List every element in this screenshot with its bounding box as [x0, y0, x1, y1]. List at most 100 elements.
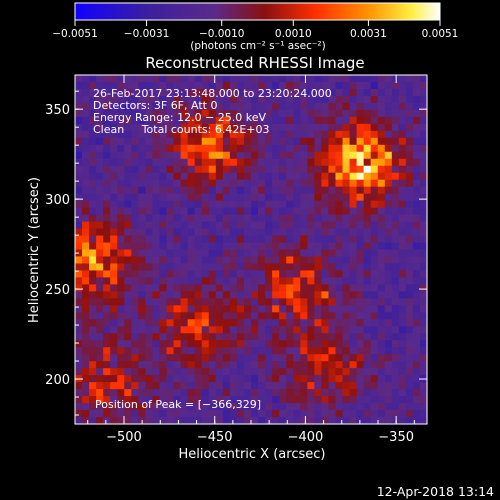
heatmap-cell	[173, 417, 182, 425]
heatmap-cell	[243, 116, 252, 125]
heatmap-cell	[384, 375, 393, 383]
heatmap-cell	[356, 312, 365, 320]
heatmap-cell	[201, 130, 210, 139]
heatmap-cell	[272, 396, 280, 404]
heatmap-cell	[222, 158, 231, 167]
heatmap-cell	[377, 277, 386, 285]
heatmap-cell	[335, 214, 344, 223]
heatmap-cell	[272, 284, 280, 292]
heatmap-cell	[222, 319, 231, 327]
heatmap-cell	[75, 207, 83, 216]
heatmap-cell	[405, 263, 414, 272]
heatmap-cell	[384, 347, 393, 355]
heatmap-cell	[321, 396, 330, 404]
heatmap-cell	[208, 200, 217, 209]
heatmap-cell	[321, 347, 330, 355]
heatmap-cell	[194, 242, 203, 251]
heatmap-cell	[187, 389, 196, 397]
heatmap-cell	[229, 354, 238, 362]
heatmap-cell	[251, 389, 259, 397]
heatmap-cell	[335, 375, 344, 383]
heatmap-cell	[110, 228, 118, 237]
heatmap-cell	[222, 368, 231, 376]
heatmap-cell	[215, 298, 224, 306]
heatmap-cell	[356, 109, 365, 118]
heatmap-cell	[229, 375, 238, 383]
heatmap-cell	[138, 396, 146, 404]
heatmap-cell	[405, 81, 414, 90]
heatmap-cell	[335, 102, 344, 111]
heatmap-cell	[110, 165, 118, 174]
heatmap-cell	[180, 319, 189, 327]
heatmap-cell	[159, 179, 168, 188]
heatmap-cell	[356, 326, 365, 334]
heatmap-cell	[152, 347, 161, 355]
heatmap-cell	[279, 382, 287, 390]
heatmap-cell	[349, 158, 358, 167]
heatmap-cell	[377, 151, 386, 160]
heatmap-cell	[187, 179, 196, 188]
heatmap-cell	[110, 214, 118, 223]
heatmap-cell	[272, 235, 280, 244]
heatmap-cell	[286, 242, 294, 251]
heatmap-cell	[159, 361, 168, 369]
heatmap-cell	[159, 137, 168, 146]
heatmap-cell	[258, 116, 266, 125]
heatmap-cell	[356, 228, 365, 237]
heatmap-cell	[335, 88, 344, 97]
heatmap-cell	[229, 123, 238, 132]
heatmap-cell	[229, 347, 238, 355]
heatmap-cell	[356, 200, 365, 209]
heatmap-cell	[293, 200, 301, 209]
heatmap-cell	[187, 263, 196, 272]
heatmap-cell	[222, 354, 231, 362]
heatmap-cell	[412, 235, 421, 244]
heatmap-cell	[152, 109, 161, 118]
heatmap-cell	[110, 270, 118, 279]
heatmap-cell	[166, 207, 175, 216]
heatmap-cell	[222, 200, 231, 209]
heatmap-cell	[145, 193, 154, 202]
heatmap-cell	[370, 151, 379, 160]
heatmap-cell	[363, 263, 372, 272]
heatmap-cell	[187, 298, 196, 306]
heatmap-cell	[251, 151, 259, 160]
heatmap-cell	[117, 75, 125, 83]
heatmap-cell	[152, 417, 161, 425]
heatmap-cell	[286, 186, 294, 195]
heatmap-cell	[286, 95, 294, 104]
heatmap-cell	[307, 270, 315, 279]
heatmap-cell	[321, 165, 330, 174]
heatmap-cell	[412, 102, 421, 111]
heatmap-cell	[405, 305, 414, 313]
heatmap-cell	[131, 137, 139, 146]
heatmap-cell	[412, 361, 421, 369]
heatmap-cell	[166, 389, 175, 397]
heatmap-cell	[300, 123, 308, 132]
heatmap-cell	[131, 207, 139, 216]
heatmap-cell	[82, 284, 90, 292]
heatmap-cell	[117, 277, 125, 285]
heatmap-cell	[258, 403, 266, 411]
heatmap-cell	[328, 284, 337, 292]
heatmap-cell	[152, 340, 161, 348]
heatmap-cell	[314, 305, 322, 313]
heatmap-cell	[286, 284, 294, 292]
heatmap-cell	[152, 172, 161, 181]
heatmap-cell	[103, 319, 111, 327]
heatmap-cell	[236, 312, 245, 320]
heatmap-cell	[75, 81, 83, 90]
heatmap-cell	[124, 333, 132, 341]
heatmap-cell	[229, 417, 238, 425]
heatmap-cell	[243, 340, 252, 348]
heatmap-cell	[349, 144, 358, 153]
heatmap-cell	[75, 368, 83, 376]
heatmap-cell	[103, 75, 111, 83]
heatmap-cell	[222, 235, 231, 244]
heatmap-cell	[145, 319, 154, 327]
heatmap-cell	[145, 270, 154, 279]
heatmap-cell	[236, 305, 245, 313]
heatmap-cell	[145, 200, 154, 209]
heatmap-cell	[145, 277, 154, 285]
